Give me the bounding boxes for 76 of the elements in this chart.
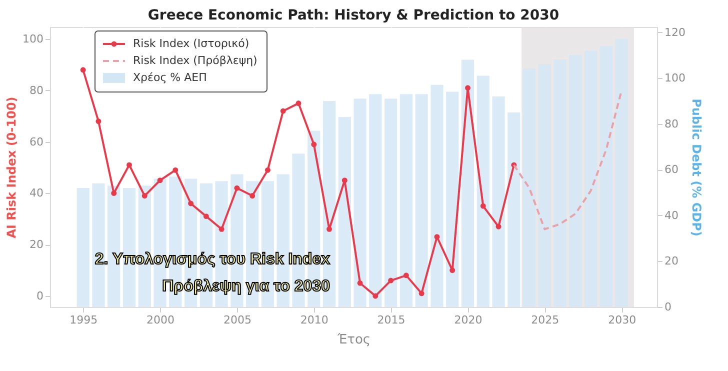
bar: [415, 94, 428, 307]
x-tick-label: 1995: [70, 314, 98, 326]
bar: [430, 84, 444, 307]
bar: [369, 94, 382, 307]
bar: [584, 50, 598, 307]
x-tick-label: 2025: [531, 314, 560, 326]
point: [372, 293, 378, 299]
point: [403, 272, 409, 278]
x-axis-title: Έτος: [336, 332, 371, 348]
y-tick-label: 20: [30, 238, 44, 252]
point: [126, 162, 132, 168]
point: [357, 280, 363, 286]
bar: [508, 112, 520, 307]
x-tick-label: 2000: [146, 314, 175, 326]
bar: [338, 116, 351, 307]
chart-title: Greece Economic Path: History & Prediction to 2030: [148, 7, 560, 24]
point: [496, 224, 502, 230]
bar: [492, 96, 505, 307]
bar: [461, 60, 474, 307]
annotation: Πρόβλεψη για το 2030: [162, 278, 330, 295]
point: [250, 193, 256, 199]
legend-label: Χρέος % ΑΕΠ: [133, 71, 207, 84]
point: [172, 167, 178, 173]
point: [465, 85, 470, 91]
bar: [615, 39, 628, 307]
y2-tick-label: 80: [664, 117, 678, 130]
x-tick-label: 2010: [300, 314, 328, 326]
point: [157, 178, 163, 184]
bar: [600, 46, 613, 307]
y2-tick-label: 100: [664, 72, 686, 85]
point: [326, 226, 332, 232]
point: [80, 67, 86, 73]
y-tick-label: 100: [22, 32, 44, 46]
point: [311, 142, 317, 148]
point: [96, 118, 102, 124]
point: [342, 178, 348, 184]
y2-tick-label: 120: [664, 26, 686, 39]
y2-tick-label: 40: [664, 208, 678, 222]
point: [264, 167, 270, 173]
y2-tick-label: 20: [664, 254, 678, 268]
point: [218, 226, 224, 232]
point: [280, 108, 286, 114]
bar: [384, 98, 398, 307]
point: [234, 185, 240, 191]
y-tick-label: 60: [30, 135, 44, 148]
bar: [538, 64, 551, 307]
point: [296, 100, 302, 106]
bar: [354, 98, 366, 307]
bar: [554, 60, 566, 307]
y-axis-title: AI Risk Index (0-100): [4, 96, 19, 238]
x-tick-label: 2005: [223, 314, 252, 326]
bar: [569, 55, 582, 307]
point: [203, 214, 209, 220]
point: [142, 193, 148, 199]
bar: [446, 92, 459, 307]
point: [188, 200, 194, 206]
x-tick-label: 2030: [608, 314, 636, 326]
y2-axis-title: Public Debt (% GDP): [689, 98, 704, 236]
y-tick-label: 0: [36, 289, 44, 302]
legend-label: Risk Index (Ιστορικό): [133, 37, 250, 50]
y-tick-label: 80: [30, 84, 44, 97]
point: [480, 203, 486, 209]
x-tick-label: 2020: [454, 314, 482, 326]
bar: [476, 76, 490, 307]
y2-tick-label: 0: [664, 300, 672, 314]
y-tick-label: 40: [30, 186, 44, 200]
bar: [522, 68, 536, 307]
y2-tick-label: 60: [664, 163, 678, 176]
point: [418, 290, 424, 296]
point: [450, 268, 456, 273]
annotation: 2. Υπολογισμός του Risk Index: [94, 251, 330, 268]
bar: [400, 94, 413, 307]
legend-label: Risk Index (Πρόβλεψη): [133, 54, 258, 67]
point: [388, 278, 394, 284]
bar: [76, 188, 90, 307]
x-tick-label: 2015: [377, 314, 406, 326]
